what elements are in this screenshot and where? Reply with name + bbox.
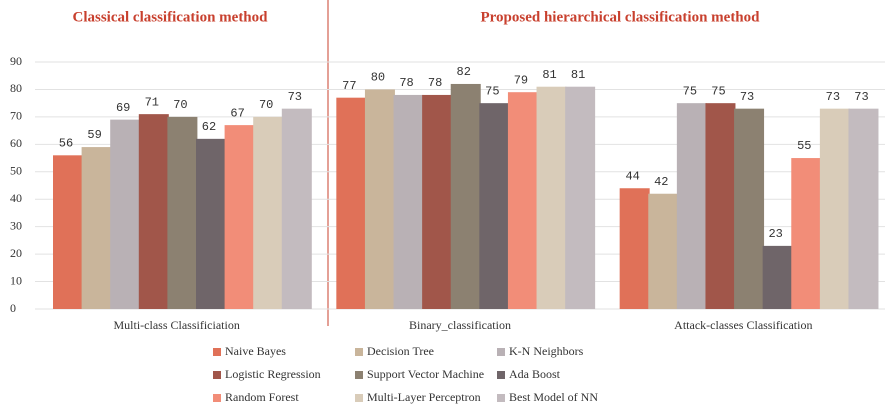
y-tick-label: 50 bbox=[10, 164, 22, 178]
value-label: 73 bbox=[288, 90, 302, 104]
value-label: 77 bbox=[342, 79, 356, 93]
y-tick-label: 60 bbox=[10, 136, 22, 150]
legend-label: Naive Bayes bbox=[225, 344, 286, 358]
bar bbox=[450, 83, 481, 309]
value-label: 73 bbox=[854, 90, 868, 104]
legend-swatch bbox=[497, 371, 505, 379]
value-label: 59 bbox=[87, 128, 101, 142]
bar bbox=[336, 97, 367, 309]
bar bbox=[138, 114, 169, 310]
value-label: 73 bbox=[740, 90, 754, 104]
bar bbox=[253, 116, 284, 309]
section-title: Proposed hierarchical classification met… bbox=[480, 9, 760, 25]
value-label: 82 bbox=[457, 65, 471, 79]
value-label: 71 bbox=[145, 95, 159, 109]
x-tick-label: Binary_classification bbox=[409, 318, 511, 332]
legend-swatch bbox=[355, 394, 363, 402]
value-label: 23 bbox=[768, 227, 782, 241]
bar bbox=[848, 108, 879, 310]
bar bbox=[364, 89, 395, 309]
legend-swatch bbox=[497, 394, 505, 402]
y-tick-label: 30 bbox=[10, 218, 22, 232]
value-label: 75 bbox=[711, 84, 725, 98]
y-tick-label: 70 bbox=[10, 109, 22, 123]
legend-label: Logistic Regression bbox=[225, 367, 321, 381]
bar bbox=[705, 103, 736, 310]
bar bbox=[393, 94, 424, 309]
y-tick-label: 10 bbox=[10, 273, 22, 287]
value-label: 67 bbox=[230, 106, 244, 120]
x-tick-label: Multi-class Classificiation bbox=[114, 318, 240, 332]
value-label: 80 bbox=[371, 71, 385, 85]
x-tick-label: Attack-classes Classification bbox=[674, 318, 812, 332]
bar bbox=[196, 138, 226, 309]
bar bbox=[479, 103, 510, 310]
value-label: 69 bbox=[116, 101, 130, 115]
bar bbox=[648, 193, 679, 309]
value-label: 81 bbox=[571, 68, 585, 82]
bar bbox=[536, 86, 567, 309]
bar bbox=[167, 116, 198, 309]
y-tick-label: 80 bbox=[10, 81, 22, 95]
legend-label: Decision Tree bbox=[367, 344, 434, 358]
bar bbox=[281, 108, 312, 310]
legend-swatch bbox=[213, 371, 221, 379]
bar bbox=[110, 119, 141, 309]
value-label: 70 bbox=[173, 98, 187, 112]
value-label: 55 bbox=[797, 139, 811, 153]
value-label: 42 bbox=[654, 175, 668, 189]
value-label: 79 bbox=[514, 73, 528, 87]
bar bbox=[507, 92, 538, 309]
value-label: 75 bbox=[485, 84, 499, 98]
legend-swatch bbox=[355, 371, 363, 379]
bar bbox=[619, 188, 650, 309]
bar bbox=[224, 125, 255, 309]
bar bbox=[676, 103, 707, 310]
bar bbox=[791, 158, 822, 309]
legend-label: Random Forest bbox=[225, 390, 299, 404]
bar bbox=[762, 245, 793, 309]
value-label: 78 bbox=[428, 76, 442, 90]
legend-label: Best Model of NN bbox=[509, 390, 598, 404]
value-label: 70 bbox=[259, 98, 273, 112]
legend-swatch bbox=[355, 348, 363, 356]
legend-label: Multi-Layer Perceptron bbox=[367, 390, 481, 404]
y-tick-label: 40 bbox=[10, 191, 22, 205]
y-tick-label: 0 bbox=[10, 301, 16, 315]
bar bbox=[81, 147, 112, 309]
legend-label: Support Vector Machine bbox=[367, 367, 484, 381]
value-label: 44 bbox=[625, 169, 639, 183]
legend-swatch bbox=[213, 394, 221, 402]
legend-label: Ada Boost bbox=[509, 367, 561, 381]
value-label: 56 bbox=[59, 136, 73, 150]
bar bbox=[565, 86, 596, 309]
bar bbox=[819, 108, 850, 310]
legend-swatch bbox=[213, 348, 221, 356]
bar bbox=[53, 155, 83, 309]
legend-swatch bbox=[497, 348, 505, 356]
section-title: Classical classification method bbox=[73, 9, 269, 25]
bar bbox=[422, 94, 453, 309]
bar bbox=[734, 108, 765, 310]
value-label: 75 bbox=[683, 84, 697, 98]
value-label: 81 bbox=[542, 68, 556, 82]
legend-label: K-N Neighbors bbox=[509, 344, 584, 358]
y-tick-label: 90 bbox=[10, 54, 22, 68]
value-label: 78 bbox=[399, 76, 413, 90]
y-tick-label: 20 bbox=[10, 246, 22, 260]
value-label: 62 bbox=[202, 120, 216, 134]
value-label: 73 bbox=[826, 90, 840, 104]
